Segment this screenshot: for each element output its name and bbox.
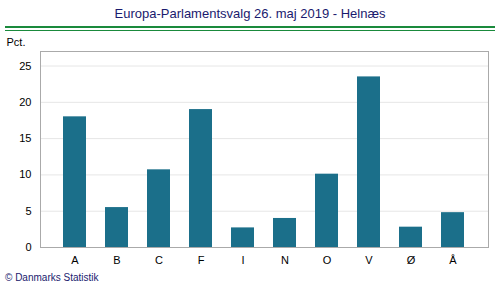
svg-text:10: 10 <box>19 168 31 180</box>
svg-text:F: F <box>198 254 205 266</box>
svg-text:C: C <box>155 254 163 266</box>
svg-text:0: 0 <box>25 241 31 253</box>
svg-text:20: 20 <box>19 96 31 108</box>
svg-text:Å: Å <box>449 254 457 266</box>
svg-text:N: N <box>281 254 289 266</box>
svg-text:B: B <box>113 254 120 266</box>
svg-text:5: 5 <box>25 205 31 217</box>
html-text:Europa-Parlamentsvalg 26. maj: Europa-Parlamentsvalg 26. maj 2019 - Hel… <box>114 6 386 21</box>
svg-text:O: O <box>323 254 332 266</box>
svg-text:15: 15 <box>19 132 31 144</box>
svg-text:Pct.: Pct. <box>7 36 26 48</box>
svg-text:I: I <box>241 254 244 266</box>
svg-text:Ø: Ø <box>407 254 416 266</box>
svg-text:25: 25 <box>19 60 31 72</box>
svg-text:V: V <box>365 254 373 266</box>
html-text:© Danmarks Statistik: © Danmarks Statistik <box>5 272 99 282</box>
svg-text:A: A <box>71 254 79 266</box>
